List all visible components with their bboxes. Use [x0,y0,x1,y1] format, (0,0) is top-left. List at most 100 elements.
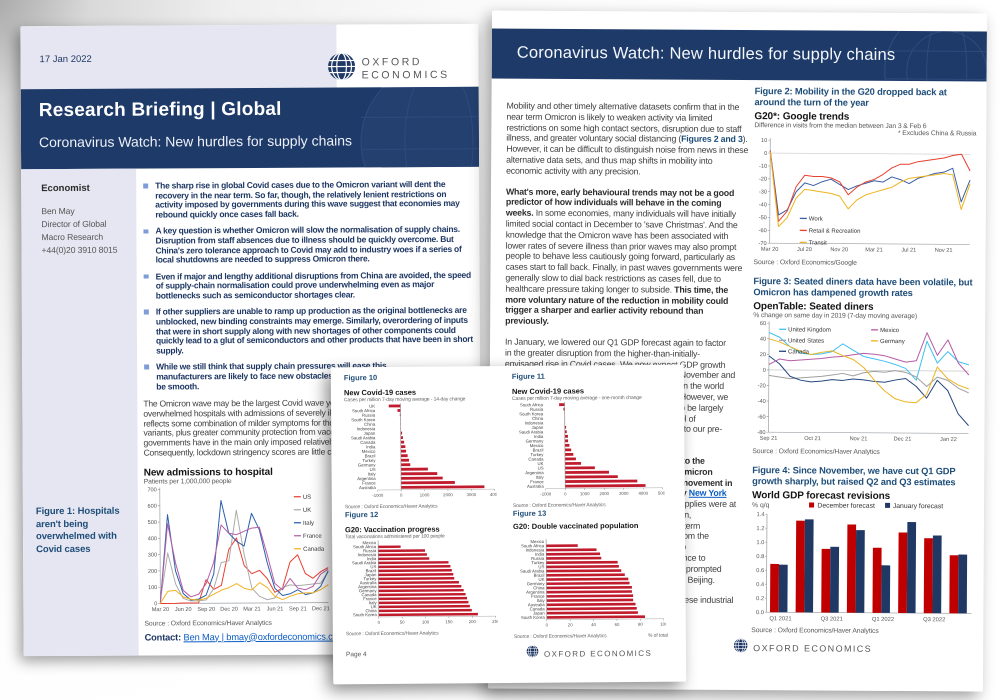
svg-text:Turkey: Turkey [530,452,544,457]
svg-text:Nov 21: Nov 21 [850,436,868,442]
svg-text:India: India [534,434,544,439]
svg-text:-60: -60 [757,414,765,420]
svg-text:4000: 4000 [490,492,497,497]
svg-text:Japan: Japan [364,431,376,436]
oxford-economics-logo: OXFORD ECONOMICS [326,51,450,87]
svg-text:South Africa: South Africa [521,543,545,548]
report-subtitle: Coronavirus Watch: New hurdles for suppl… [38,132,353,151]
svg-text:5000: 5000 [658,491,665,496]
svg-text:Australia: Australia [359,485,376,490]
text-line: in the greater disruption from the highe… [504,347,700,359]
report-title: Research Briefing | Global [38,98,282,122]
svg-text:Saudi Arabia: Saudi Arabia [352,560,377,565]
page-article: Coronavirus Watch: New hurdles for suppl… [487,10,988,692]
svg-text:0.8: 0.8 [756,554,764,560]
svg-text:South Africa: South Africa [352,408,376,413]
svg-text:France: France [363,596,377,601]
article-title: Coronavirus Watch: New hurdles for suppl… [516,43,896,64]
svg-text:500: 500 [148,520,157,526]
svg-text:-80: -80 [757,430,765,436]
page-4-overlay: Figure 10 New Covid-19 cases Cases per m… [330,364,687,685]
svg-text:Oct 21: Oct 21 [804,436,821,442]
svg-text:Italy: Italy [369,600,378,605]
article-title-band: Coronavirus Watch: New hurdles for suppl… [491,28,987,82]
svg-text:Brazil: Brazil [365,453,376,458]
svg-text:Sep 20: Sep 20 [197,606,215,612]
figure-4-chart: 0.0 0.2 0.4 0.6 0.8 1.0 1.2 1.4 Q1 2021 Q3 2021 Q1… [751,510,974,628]
chart-svg: 0.0 0.2 0.4 0.6 0.8 1.0 1.2 1.4 Q1 2021 Q3 2021 Q1… [756,512,972,623]
list-item: Even if major and lengthy additional dis… [143,269,475,301]
svg-text:Brazil: Brazil [533,448,544,453]
svg-text:Indonesia: Indonesia [358,552,377,557]
globe-icon [526,645,539,663]
svg-text:200: 200 [469,619,477,624]
figure-11-block: Figure 11 New Covid-19 cases Cases per m… [512,371,668,509]
svg-text:600: 600 [148,503,157,509]
svg-text:150: 150 [445,619,453,624]
svg-text:40: 40 [760,337,766,343]
paragraph: What's more, early behavioural trends ma… [505,186,748,328]
svg-text:Mexico: Mexico [880,328,900,334]
svg-text:Mar 21: Mar 21 [243,606,260,612]
logo-text: OXFORD ECONOMICS [543,648,653,659]
svg-text:60: 60 [760,321,766,327]
svg-text:UK: UK [538,577,544,582]
contact-email-link[interactable]: Ben May | bmay@oxfordeconomics.com [183,631,346,642]
svg-text:Argentina: Argentina [526,590,545,595]
svg-text:-1000: -1000 [372,493,384,498]
figure-4-caption: Figure 4: Since November, we have cut Q1… [752,465,956,488]
article-figure-column: Figure 2: Mobility in the G20 dropped ba… [751,86,976,645]
svg-text:Germany: Germany [526,438,545,443]
svg-text:Turkey: Turkey [362,458,376,463]
svg-text:0: 0 [378,620,381,625]
svg-text:1.0: 1.0 [756,540,764,546]
svg-text:-20: -20 [758,383,766,389]
svg-text:0: 0 [546,622,549,627]
cover-sidebar: Economist Ben May Director of Global Mac… [21,168,139,657]
svg-text:Italy: Italy [303,520,314,526]
logo-text: OXFORD ECONOMICS [753,643,873,654]
svg-text:80: 80 [638,622,643,627]
svg-text:France: France [530,479,544,484]
svg-text:Transit: Transit [809,241,827,247]
svg-text:Germany: Germany [880,339,905,345]
figure-4-source: Source : Oxford Economics/Haver Analytic… [751,627,879,635]
svg-text:Russia: Russia [530,407,544,412]
svg-text:Dec 21: Dec 21 [894,437,912,443]
svg-text:Mar 21: Mar 21 [865,247,882,253]
svg-text:40: 40 [591,622,596,627]
svg-text:Brazil: Brazil [534,573,545,578]
svg-text:700: 700 [147,487,156,493]
figure-3-source: Source : Oxford Economics/Haver Analytic… [752,448,880,456]
svg-text:Australia: Australia [360,580,377,585]
svg-text:UK: UK [369,404,375,409]
page-cover: 17 Jan 2022 OXFORD ECONOMICS Research Bri… [20,23,482,657]
cover-body: The sharp rise in global Covid cases due… [142,179,477,642]
publication-date: 17 Jan 2022 [39,53,92,66]
figure-3-chart: 60 40 20 0 -20 -40 -60 -80 Sep 21 Oct 21 Nov 21 Dec… [752,319,975,449]
svg-text:China: China [532,416,544,421]
svg-text:20: 20 [568,622,573,627]
svg-text:-50: -50 [759,215,767,221]
svg-text:Mar 20: Mar 20 [761,247,778,253]
svg-text:Saudi Arabia: Saudi Arabia [520,568,545,573]
svg-text:Sep 21: Sep 21 [760,436,778,442]
svg-text:Jun 21: Jun 21 [267,606,284,612]
figure-1-chart: 0 100 200 300 400 500 600 700 Mar 20 Jun 20 Sep 20… [144,483,477,620]
svg-text:Indonesia: Indonesia [525,420,544,425]
svg-text:Q3 2022: Q3 2022 [923,617,945,623]
title-band: Research Briefing | Global Coronavirus W… [20,86,480,170]
svg-text:Q1 2021: Q1 2021 [769,616,791,622]
figure-12-chart: Mexico South Africa Russia Indonesia India Sa… [345,539,500,631]
svg-text:US: US [370,467,376,472]
svg-text:60: 60 [615,622,620,627]
inline-link[interactable]: New York [688,488,727,499]
economist-heading: Economist [41,182,90,195]
svg-text:South Korea: South Korea [353,612,378,617]
svg-text:China: China [533,585,545,590]
svg-text:Italy: Italy [368,471,377,476]
oxford-economics-footer-logo: OXFORD ECONOMICS [526,644,652,663]
